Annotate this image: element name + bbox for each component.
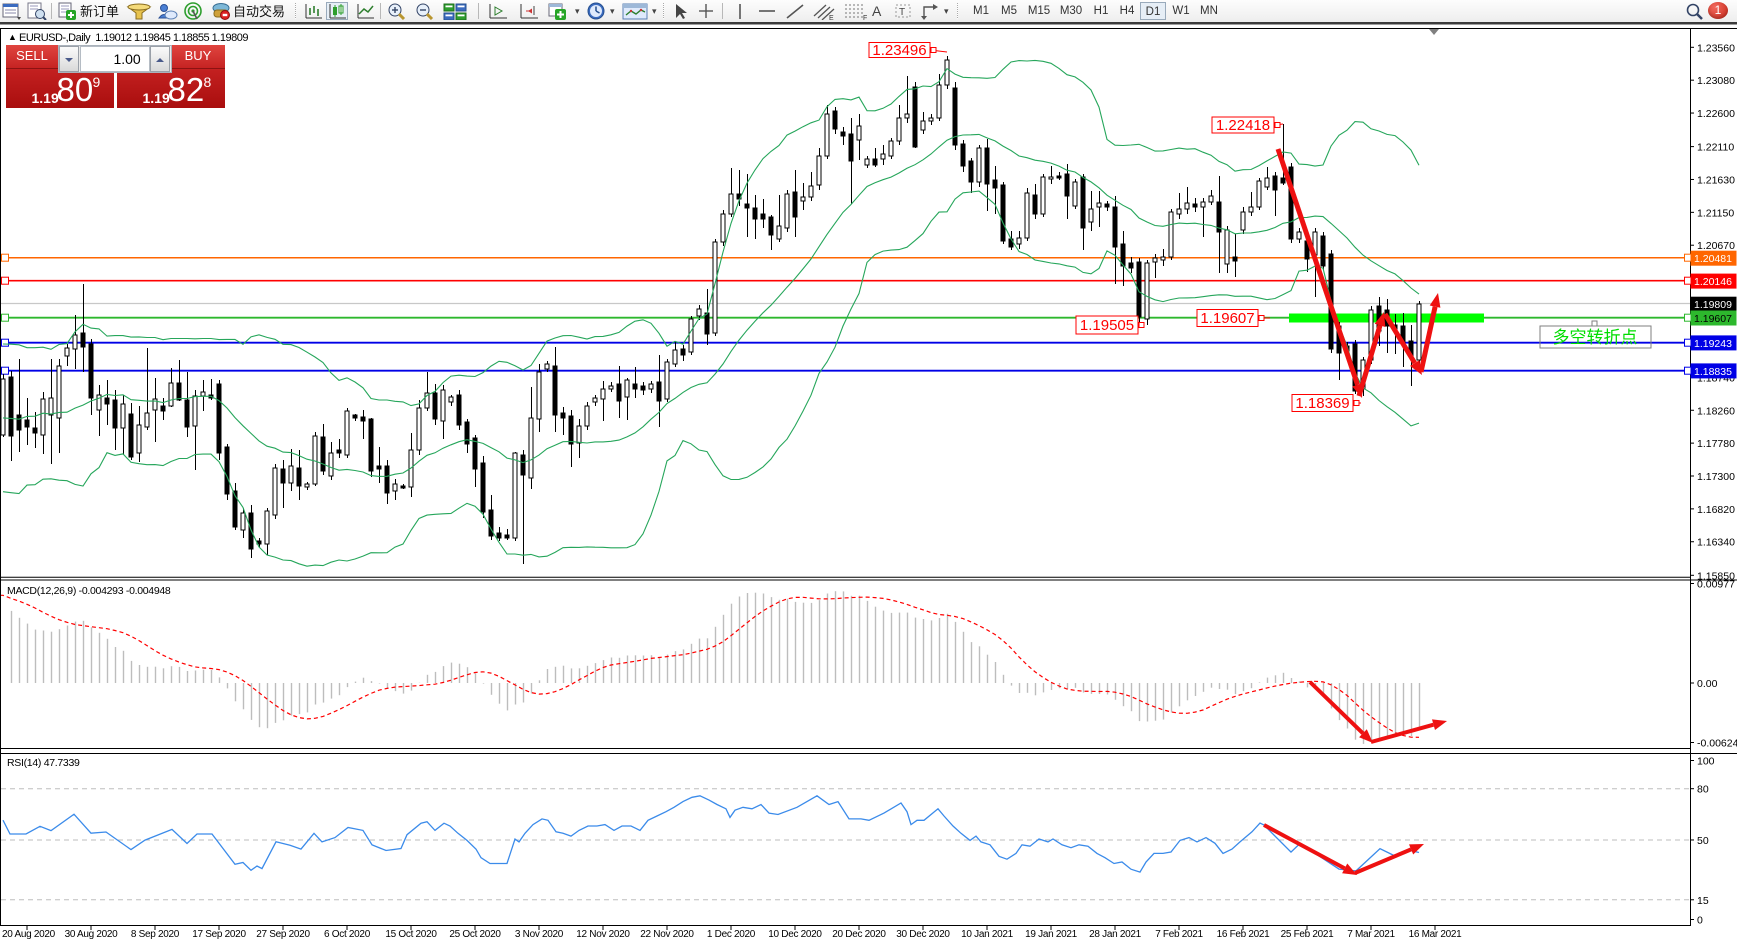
svg-text:1 Dec 2020: 1 Dec 2020 — [707, 929, 756, 940]
svg-text:22 Nov 2020: 22 Nov 2020 — [640, 929, 694, 940]
svg-text:15 Oct 2020: 15 Oct 2020 — [385, 929, 437, 940]
svg-text:1.19607: 1.19607 — [1694, 313, 1732, 325]
svg-text:1.19607: 1.19607 — [1200, 310, 1254, 327]
svg-text:17 Sep 2020: 17 Sep 2020 — [192, 929, 246, 940]
svg-text:1.23080: 1.23080 — [1697, 75, 1735, 87]
svg-text:1.16340: 1.16340 — [1697, 537, 1735, 549]
svg-text:1.17780: 1.17780 — [1697, 438, 1735, 450]
svg-text:1.21630: 1.21630 — [1697, 175, 1735, 187]
svg-text:1.19243: 1.19243 — [1694, 338, 1732, 350]
svg-text:0.00: 0.00 — [1697, 678, 1718, 690]
svg-text:20 Aug 2020: 20 Aug 2020 — [2, 929, 56, 940]
svg-text:1.20481: 1.20481 — [1694, 253, 1732, 265]
svg-text:1.15850: 1.15850 — [1697, 570, 1735, 582]
svg-text:EURUSD-,Daily 1.19012 1.19845: EURUSD-,Daily 1.19012 1.19845 1.18855 1.… — [19, 32, 248, 44]
svg-text:1.17300: 1.17300 — [1697, 471, 1735, 483]
svg-text:19 Jan 2021: 19 Jan 2021 — [1025, 929, 1077, 940]
svg-text:F: F — [863, 15, 867, 20]
svg-text:7 Feb 2021: 7 Feb 2021 — [1155, 929, 1203, 940]
svg-text:15: 15 — [1697, 895, 1709, 907]
svg-text:MACD(12,26,9) -0.004293 -0.004: MACD(12,26,9) -0.004293 -0.004948 — [7, 585, 171, 597]
svg-text:7 Mar 2021: 7 Mar 2021 — [1347, 929, 1395, 940]
svg-text:1.20146: 1.20146 — [1694, 276, 1732, 288]
svg-text:3 Nov 2020: 3 Nov 2020 — [515, 929, 564, 940]
svg-text:1.19809: 1.19809 — [1694, 299, 1732, 311]
svg-text:1.21150: 1.21150 — [1697, 207, 1734, 219]
svg-text:0: 0 — [1697, 915, 1703, 927]
svg-text:E: E — [829, 15, 834, 20]
svg-text:多空转折点: 多空转折点 — [1553, 328, 1638, 347]
svg-text:30 Aug 2020: 30 Aug 2020 — [65, 929, 119, 940]
svg-text:12 Nov 2020: 12 Nov 2020 — [576, 929, 630, 940]
svg-text:1.23560: 1.23560 — [1697, 42, 1735, 54]
svg-text:1.22110: 1.22110 — [1697, 142, 1734, 154]
svg-text:1.22418: 1.22418 — [1216, 117, 1270, 134]
svg-text:6 Oct 2020: 6 Oct 2020 — [324, 929, 371, 940]
svg-text:16 Feb 2021: 16 Feb 2021 — [1217, 929, 1271, 940]
svg-text:80: 80 — [1697, 784, 1709, 796]
svg-text:50: 50 — [1697, 835, 1709, 847]
svg-text:25 Oct 2020: 25 Oct 2020 — [449, 929, 501, 940]
svg-text:10 Jan 2021: 10 Jan 2021 — [961, 929, 1013, 940]
svg-text:100: 100 — [1697, 756, 1715, 768]
svg-text:T: T — [899, 7, 905, 18]
svg-text:0.00977: 0.00977 — [1697, 579, 1735, 591]
svg-text:1.16820: 1.16820 — [1697, 504, 1735, 516]
svg-text:1.20670: 1.20670 — [1697, 240, 1735, 252]
svg-text:1.18369: 1.18369 — [1295, 395, 1349, 412]
svg-text:1.23496: 1.23496 — [872, 42, 926, 59]
svg-text:10 Dec 2020: 10 Dec 2020 — [768, 929, 822, 940]
svg-text:▲: ▲ — [8, 32, 17, 42]
svg-text:28 Jan 2021: 28 Jan 2021 — [1089, 929, 1141, 940]
svg-text:1.22600: 1.22600 — [1697, 108, 1735, 120]
svg-text:16 Mar 2021: 16 Mar 2021 — [1409, 929, 1463, 940]
svg-text:8 Sep 2020: 8 Sep 2020 — [131, 929, 180, 940]
svg-text:RSI(14) 47.7339: RSI(14) 47.7339 — [7, 757, 80, 769]
svg-text:25 Feb 2021: 25 Feb 2021 — [1281, 929, 1335, 940]
svg-text:30 Dec 2020: 30 Dec 2020 — [896, 929, 950, 940]
svg-text:1.18260: 1.18260 — [1697, 405, 1735, 417]
svg-text:20 Dec 2020: 20 Dec 2020 — [832, 929, 886, 940]
svg-text:1.19505: 1.19505 — [1080, 317, 1134, 334]
svg-text:1.18835: 1.18835 — [1694, 366, 1732, 378]
svg-text:27 Sep 2020: 27 Sep 2020 — [256, 929, 310, 940]
